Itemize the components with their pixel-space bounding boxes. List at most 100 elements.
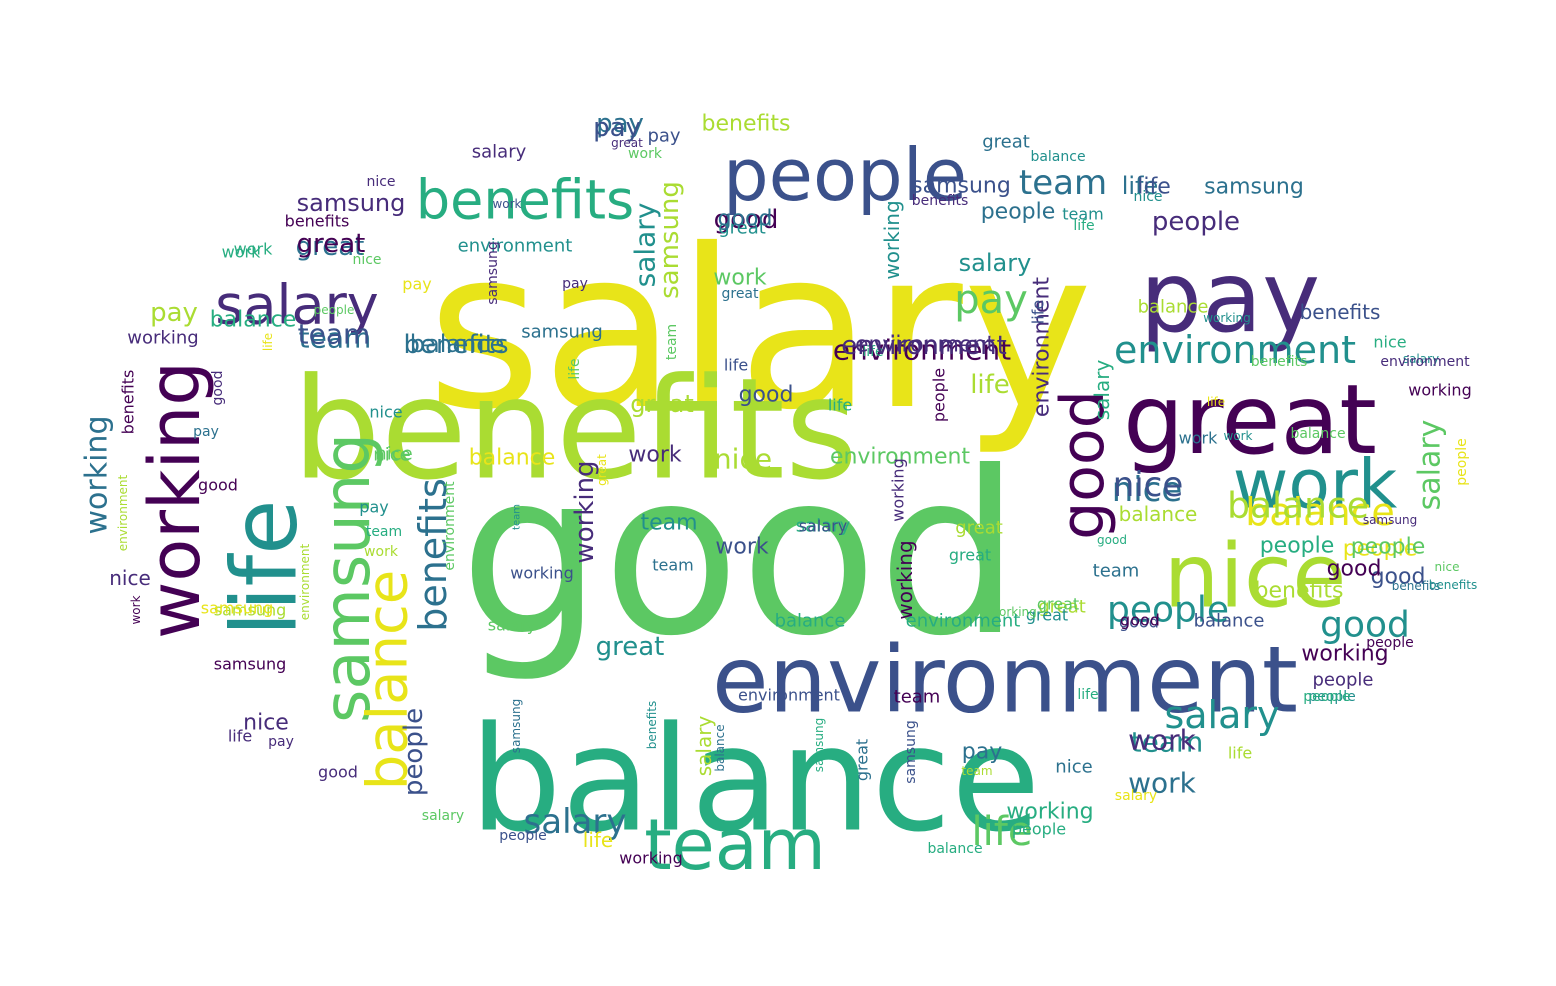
- cloud-word: team: [664, 324, 680, 360]
- cloud-word: balance: [210, 308, 297, 333]
- cloud-word: people: [1260, 534, 1335, 559]
- cloud-word: environment: [298, 544, 312, 621]
- cloud-word: pay: [962, 740, 1002, 765]
- cloud-word: working: [1203, 311, 1251, 325]
- cloud-word: life: [972, 809, 1033, 855]
- cloud-word: team: [640, 511, 697, 536]
- cloud-word: people: [1152, 207, 1240, 237]
- cloud-word: pay: [593, 113, 641, 143]
- cloud-word: benefits: [411, 478, 455, 632]
- cloud-word: samsung: [812, 718, 826, 772]
- cloud-word: balance: [1245, 490, 1395, 534]
- cloud-word: salary: [472, 142, 527, 163]
- cloud-word: benefits: [912, 193, 969, 209]
- cloud-word: life: [862, 344, 883, 360]
- cloud-word: people: [1012, 820, 1066, 839]
- cloud-word: team: [1131, 726, 1204, 759]
- cloud-word: people: [1351, 535, 1426, 560]
- cloud-word: working: [134, 361, 216, 639]
- cloud-word: benefits: [1300, 300, 1381, 324]
- cloud-word: environment: [906, 611, 1021, 632]
- cloud-word: good: [739, 383, 794, 408]
- cloud-word: work: [713, 266, 766, 291]
- cloud-word: work: [628, 443, 681, 468]
- cloud-word: balance: [775, 611, 846, 632]
- cloud-word: nice: [1133, 189, 1162, 205]
- cloud-word: work: [715, 535, 768, 560]
- cloud-word: benefits: [1429, 578, 1478, 592]
- cloud-word: life: [213, 499, 318, 636]
- cloud-word: good: [718, 207, 773, 232]
- cloud-word: work: [234, 240, 273, 259]
- cloud-word: great: [982, 132, 1030, 153]
- cloud-word: balance: [927, 841, 982, 857]
- cloud-word: samsung: [214, 655, 287, 674]
- cloud-word: life: [970, 370, 1010, 400]
- cloud-word: life: [261, 333, 275, 351]
- cloud-word: great: [955, 518, 1003, 539]
- cloud-word: samsung: [521, 322, 603, 343]
- cloud-word: pay: [402, 275, 431, 294]
- cloud-word: samsung: [297, 189, 406, 217]
- cloud-word: people: [1343, 537, 1418, 562]
- cloud-word: benefits: [1255, 579, 1344, 604]
- cloud-word: environment: [116, 475, 130, 552]
- cloud-word: good: [1097, 533, 1127, 547]
- cloud-word: great: [1026, 606, 1068, 625]
- cloud-word: great: [296, 232, 365, 262]
- cloud-word: life: [1228, 744, 1252, 763]
- cloud-word: people: [1366, 635, 1413, 651]
- cloud-word: nice: [243, 711, 289, 736]
- cloud-word: salary: [796, 516, 851, 537]
- cloud-word: team: [644, 804, 826, 886]
- cloud-word: samsung: [1363, 513, 1417, 527]
- cloud-word: good: [318, 763, 358, 782]
- cloud-word: pay: [596, 109, 644, 139]
- cloud-word: people: [499, 828, 546, 844]
- cloud-word: great: [596, 632, 665, 662]
- cloud-word: nice: [375, 444, 412, 465]
- cloud-word: good: [1048, 390, 1118, 540]
- cloud-word: life: [567, 358, 583, 379]
- cloud-word: work: [1223, 429, 1252, 443]
- cloud-word: great: [1038, 597, 1086, 618]
- cloud-word: life: [1029, 300, 1048, 324]
- cloud-word: nice: [109, 566, 151, 590]
- cloud-word: environment: [841, 331, 1007, 361]
- cloud-word: good: [198, 476, 238, 495]
- cloud-word: life: [1207, 395, 1225, 409]
- cloud-word: life: [228, 727, 252, 746]
- cloud-word: great: [630, 390, 693, 418]
- cloud-word: nice: [1435, 560, 1460, 574]
- cloud-word: benefits: [1251, 354, 1308, 370]
- cloud-word: great: [1037, 595, 1079, 614]
- cloud-word: working: [1408, 381, 1471, 400]
- cloud-word: environment: [712, 627, 1298, 734]
- cloud-word: great: [611, 136, 643, 150]
- cloud-word: working: [127, 328, 198, 349]
- cloud-word: work: [1233, 446, 1398, 525]
- cloud-word: great: [853, 739, 872, 781]
- cloud-word: life: [1122, 172, 1159, 200]
- cloud-word: great: [595, 454, 609, 486]
- cloud-word: environment: [738, 686, 840, 705]
- cloud-word: work: [364, 544, 399, 560]
- cloud-word: good: [210, 371, 226, 406]
- cloud-word: life: [828, 396, 852, 415]
- cloud-word: environment: [833, 334, 1011, 367]
- cloud-word: pay: [1140, 241, 1320, 355]
- cloud-word: pay: [193, 424, 219, 440]
- cloud-word: salary: [427, 202, 1093, 458]
- cloud-word: good: [1119, 613, 1159, 632]
- cloud-word: balance: [410, 330, 505, 358]
- cloud-word: pay: [647, 126, 680, 147]
- cloud-word: benefits: [285, 212, 350, 231]
- cloud-word: good: [714, 205, 779, 235]
- cloud-word: salary: [524, 802, 627, 842]
- cloud-word: working: [80, 416, 115, 535]
- cloud-word: balance: [1290, 426, 1345, 442]
- cloud-word: benefits: [403, 330, 508, 360]
- cloud-word: samsung: [903, 720, 919, 783]
- cloud-word: life: [583, 828, 613, 852]
